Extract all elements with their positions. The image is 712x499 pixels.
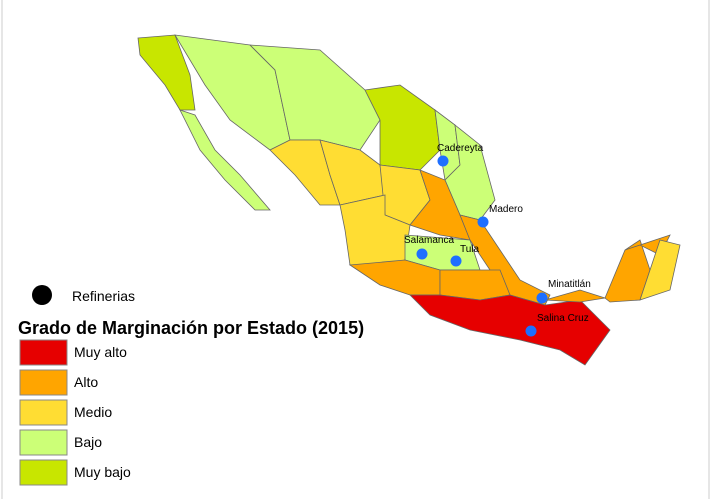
state [409,169,471,241]
refinery-label: Cadereyta [437,143,484,154]
legend-label: Muy alto [74,344,127,360]
legend-swatch [19,339,68,366]
refinery-label: Minatitlán [548,279,591,290]
states [137,34,681,366]
legend: Muy alto Alto Medio Bajo Muy bajo [19,339,131,486]
legend-swatch [19,399,68,426]
refinery-label: Madero [489,204,523,215]
legend-label: Bajo [74,434,102,450]
legend-swatch [19,369,68,396]
state [409,294,611,366]
refinery-legend-symbol [32,285,52,305]
refinery-label: Salamanca [404,235,454,246]
state [179,109,271,211]
refinery [437,155,449,167]
legend-swatch [19,429,68,456]
refinery [477,216,489,228]
state [439,269,511,301]
refinery-legend-label: Refinerias [72,288,135,304]
refinery-label: Tula [460,244,480,255]
refineries: Cadereyta Madero Salamanca Tula Minatitlán Sa… [404,143,591,337]
legend-swatch [19,459,68,486]
refinery [536,292,548,304]
refinery-label: Salina Cruz [537,313,589,324]
state [639,239,681,301]
refinery [450,255,462,267]
refinery [525,325,537,337]
legend-label: Muy bajo [74,464,131,480]
legend-label: Medio [74,404,112,420]
state [364,84,441,171]
legend-label: Alto [74,374,98,390]
state [137,34,196,111]
refinery [416,248,428,260]
legend-title: Grado de Marginación por Estado (2015) [18,318,364,338]
